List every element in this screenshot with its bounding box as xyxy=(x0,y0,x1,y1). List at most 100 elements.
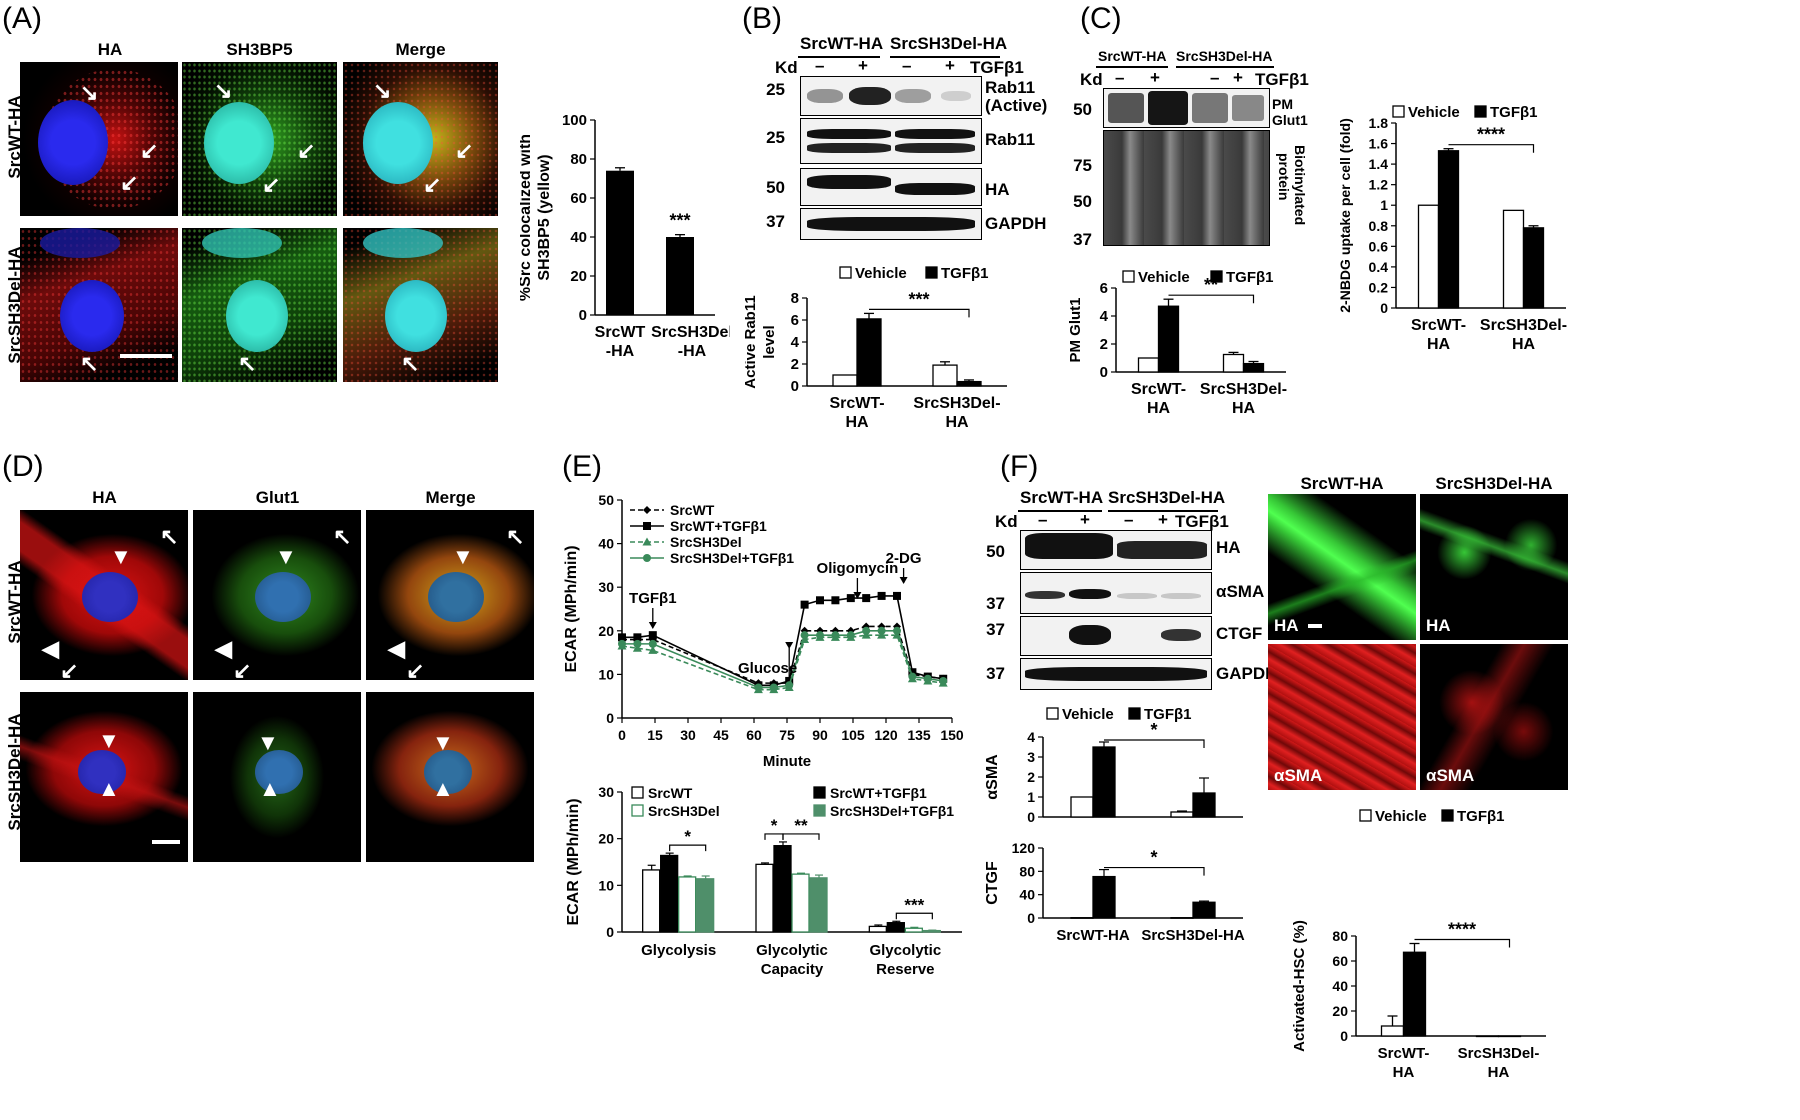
y-tick-label: 1.6 xyxy=(1369,136,1389,152)
y-tick-label: 80 xyxy=(1019,863,1035,879)
sign: + xyxy=(945,56,955,75)
blot-label: CTGF xyxy=(1216,624,1263,643)
legend-marker xyxy=(642,537,652,546)
chart-e-line: 0 10 20 30 40 50 0 15 30 45 60 75 90 105 120 135 150 Minu… xyxy=(563,492,964,770)
chart-c2: 0 0.2 0.4 0.6 0.8 1 1.2 1.4 1.6 1.8 SrcWT- HA SrcSH3… xyxy=(1338,104,1567,353)
bar xyxy=(922,929,941,933)
kd-marker: 50 xyxy=(1073,192,1092,211)
bar xyxy=(904,927,923,933)
x-tick-label: 150 xyxy=(940,727,964,743)
x-tick-label: -HA xyxy=(606,343,635,360)
bar xyxy=(1475,1035,1500,1038)
sign: – xyxy=(1115,68,1125,87)
annotation-label: Glucose xyxy=(738,660,797,677)
data-point xyxy=(785,681,794,690)
blot-label: PM xyxy=(1272,96,1293,112)
legend-label: Vehicle xyxy=(855,265,907,282)
significance-bracket xyxy=(895,912,933,920)
blot-label: HA xyxy=(985,180,1010,199)
img-tag: αSMA xyxy=(1426,766,1475,785)
y-tick-label: 30 xyxy=(598,784,614,800)
data-point xyxy=(877,591,886,600)
legend-label: SrcSH3Del+TGFβ1 xyxy=(670,550,794,566)
bar xyxy=(791,873,810,933)
x-tick-label: SrcSH3Del- xyxy=(1480,317,1567,334)
legend-swatch xyxy=(1392,105,1405,118)
blot-f-gapdh xyxy=(1020,658,1212,690)
bar xyxy=(1157,305,1180,373)
legend-swatch xyxy=(1474,105,1487,118)
legend-label: SrcWT+TGFβ1 xyxy=(830,785,927,801)
blot-f-ha xyxy=(1020,530,1212,570)
panel-label-f: (F) xyxy=(1000,450,1039,483)
kd-marker: 37 xyxy=(1073,230,1092,249)
x-tick-label: HA xyxy=(1147,400,1171,417)
data-point xyxy=(846,631,855,640)
arrowhead-icon: ◀ xyxy=(42,636,59,661)
y-axis-label: Active Rab11 xyxy=(745,295,759,388)
x-tick-label: 135 xyxy=(907,727,931,743)
x-tick-label: HA xyxy=(1393,1064,1415,1081)
bar xyxy=(1502,209,1525,309)
arrow-icon: ↘ xyxy=(214,78,233,103)
y-tick-label: 0.4 xyxy=(1369,259,1389,275)
y-tick-label: 0 xyxy=(1100,364,1108,381)
blot-label: GAPDH xyxy=(985,214,1047,233)
series-line xyxy=(621,634,944,691)
legend-label: SrcWT xyxy=(648,785,693,801)
x-axis-label: Minute xyxy=(763,753,811,770)
micrograph-d-ha-del: ▼ ▲ xyxy=(20,692,188,862)
arrowhead-icon: ▼ xyxy=(110,544,132,569)
significance-label: ** xyxy=(794,816,808,835)
legend-swatch xyxy=(813,804,826,817)
x-tick-label: Glycolytic xyxy=(869,942,941,959)
x-tick-label: Capacity xyxy=(761,961,824,978)
img-tag: αSMA xyxy=(1274,766,1323,785)
col-header-merge: Merge xyxy=(425,488,476,507)
bar xyxy=(1192,901,1216,919)
chart-a: 0 20 40 60 80 100 SrcWT -HA SrcSH3Del -HA *** %Src … xyxy=(520,112,730,360)
scale-bar xyxy=(1308,624,1322,628)
legend-label: TGFβ1 xyxy=(1144,706,1192,723)
blot-label: αSMA xyxy=(1216,582,1265,601)
group-label-srcwt: SrcWT-HA xyxy=(1020,488,1104,507)
chart-e-bar: 0 10 20 30 ECAR (MPh/min) Glycolysis Glycolyti… xyxy=(565,784,962,978)
y-tick-label: 2 xyxy=(1100,336,1108,353)
series-line xyxy=(622,630,944,689)
group-label-srcwt: SrcWT-HA xyxy=(800,34,884,53)
annotation-label: Oligomycin xyxy=(817,560,899,577)
col-header-glut1: Glut1 xyxy=(255,488,300,507)
annotation-label: TGFβ1 xyxy=(629,590,677,607)
legend-swatch xyxy=(839,266,852,279)
kd-marker: 37 xyxy=(766,212,785,231)
col-header-merge: Merge xyxy=(395,40,446,59)
sign: + xyxy=(1150,68,1160,87)
x-tick-label: SrcSH3Del-HA xyxy=(1141,927,1245,944)
arrow-icon: ↙ xyxy=(233,658,252,681)
significance-label: * xyxy=(1150,720,1157,740)
blot-label: Rab11 xyxy=(985,130,1036,149)
bar xyxy=(1497,1035,1522,1038)
chart-f-bars: 0 1 2 3 4 αSMA * Vehicle TGFβ1 0 40 80 120 CTGF SrcWT… xyxy=(984,706,1245,944)
kd-marker: 25 xyxy=(766,80,785,99)
significance-bracket xyxy=(1104,739,1205,748)
y-tick-label: 1 xyxy=(1380,197,1388,213)
legend-label: Vehicle xyxy=(1408,104,1460,121)
bar xyxy=(1092,746,1116,818)
bar xyxy=(809,877,828,933)
legend-swatch xyxy=(1359,809,1372,822)
arrowhead-icon: ◀ xyxy=(215,636,232,661)
x-tick-label: SrcSH3Del xyxy=(651,324,730,341)
kd-marker: 50 xyxy=(766,178,785,197)
y-axis-label: 2-NBDG uptake per cell (fold) xyxy=(1338,118,1353,312)
group-label-srcsh3del: SrcSH3Del-HA xyxy=(1108,488,1226,507)
y-tick-label: 40 xyxy=(598,536,614,552)
y-tick-label: 1.8 xyxy=(1369,115,1389,131)
legend-label: TGFβ1 xyxy=(1226,269,1274,286)
arrow-icon: ↙ xyxy=(60,658,79,681)
arrow-icon: ↙ xyxy=(423,172,442,197)
data-point xyxy=(862,626,871,635)
data-point xyxy=(648,639,657,648)
data-point xyxy=(785,676,794,685)
blot-label: Glut1 xyxy=(1272,112,1308,128)
